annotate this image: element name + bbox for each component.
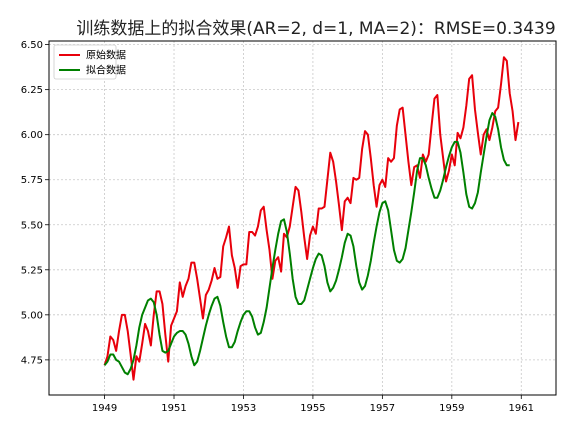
y-tick-label: 6.25 (21, 85, 43, 96)
axis-ticks: 1949 1951 1953 1955 1957 1959 1961 4.75 5.00 5.25… (21, 40, 534, 414)
x-tick-label: 1961 (509, 403, 534, 414)
x-tick-label: 1955 (300, 403, 325, 414)
y-tick-label: 5.50 (21, 220, 43, 231)
legend-label-original: 原始数据 (86, 49, 126, 62)
chart-title: 训练数据上的拟合效果(AR=2, d=1, MA=2)：RMSE=0.3439 (76, 19, 555, 39)
y-tick-label: 5.75 (21, 175, 43, 186)
y-tick-label: 6.50 (21, 40, 43, 51)
series-lines (103, 56, 520, 381)
x-tick-label: 1949 (92, 403, 117, 414)
legend-label-fitted: 拟合数据 (86, 64, 126, 77)
series-line-fitted (103, 112, 510, 376)
x-tick-label: 1951 (161, 403, 186, 414)
y-tick-label: 5.25 (21, 265, 43, 276)
series-line-original (103, 56, 520, 381)
y-tick-label: 4.75 (21, 355, 43, 366)
x-tick-label: 1959 (439, 403, 464, 414)
x-tick-label: 1957 (370, 403, 395, 414)
plot-frame (48, 40, 557, 396)
y-tick-label: 6.00 (21, 130, 43, 141)
legend: 原始数据 拟合数据 (53, 44, 126, 80)
y-tick-label: 5.00 (21, 310, 43, 321)
x-tick-label: 1953 (231, 403, 256, 414)
